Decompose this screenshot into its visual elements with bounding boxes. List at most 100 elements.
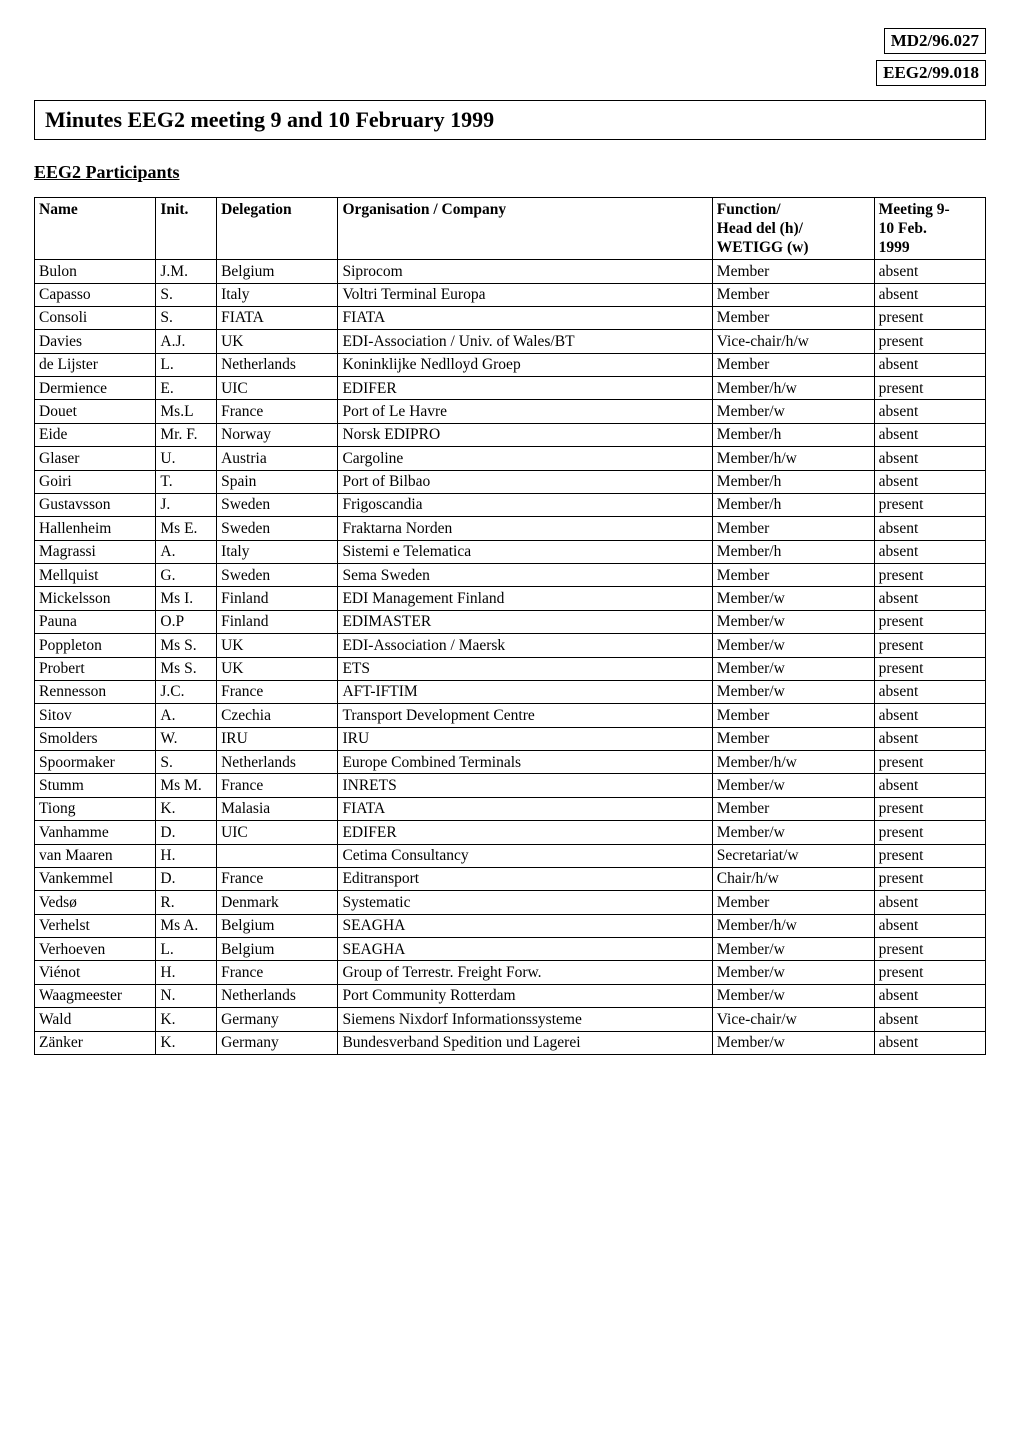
cell-function: Member xyxy=(712,283,874,306)
cell-name: Mickelsson xyxy=(35,587,156,610)
cell-meeting: present xyxy=(874,844,985,867)
col-header-organisation-text: Organisation / Company xyxy=(342,201,506,218)
table-row: VankemmelD.FranceEditransportChair/h/wpr… xyxy=(35,867,986,890)
table-row: ViénotH.FranceGroup of Terrestr. Freight… xyxy=(35,961,986,984)
table-row: ProbertMs S.UKETSMember/wpresent xyxy=(35,657,986,680)
col-header-function-line1: Function/ xyxy=(717,201,781,218)
table-row: SitovA.CzechiaTransport Development Cent… xyxy=(35,704,986,727)
cell-name: Poppleton xyxy=(35,634,156,657)
cell-name: Vedsø xyxy=(35,891,156,914)
cell-delegation: Netherlands xyxy=(217,984,338,1007)
cell-delegation: France xyxy=(217,400,338,423)
table-row: BulonJ.M.BelgiumSiprocomMemberabsent xyxy=(35,260,986,283)
cell-name: Magrassi xyxy=(35,540,156,563)
cell-meeting: present xyxy=(874,610,985,633)
cell-init: N. xyxy=(156,984,217,1007)
cell-init: W. xyxy=(156,727,217,750)
cell-meeting: absent xyxy=(874,353,985,376)
cell-organisation: INRETS xyxy=(338,774,712,797)
cell-function: Member/w xyxy=(712,984,874,1007)
cell-delegation: Finland xyxy=(217,587,338,610)
table-row: RennessonJ.C.FranceAFT-IFTIMMember/wabse… xyxy=(35,680,986,703)
cell-init: O.P xyxy=(156,610,217,633)
cell-organisation: Bundesverband Spedition und Lagerei xyxy=(338,1031,712,1054)
cell-organisation: EDIFER xyxy=(338,821,712,844)
cell-init: A. xyxy=(156,704,217,727)
cell-organisation: Sema Sweden xyxy=(338,564,712,587)
cell-meeting: present xyxy=(874,797,985,820)
cell-name: Vankemmel xyxy=(35,867,156,890)
cell-name: Goiri xyxy=(35,470,156,493)
table-row: PaunaO.PFinlandEDIMASTERMember/wpresent xyxy=(35,610,986,633)
cell-name: Waagmeester xyxy=(35,984,156,1007)
cell-delegation: Netherlands xyxy=(217,751,338,774)
cell-organisation: Cetima Consultancy xyxy=(338,844,712,867)
cell-organisation: Norsk EDIPRO xyxy=(338,423,712,446)
cell-organisation: IRU xyxy=(338,727,712,750)
cell-meeting: present xyxy=(874,564,985,587)
table-row: DermienceE.UICEDIFERMember/h/wpresent xyxy=(35,377,986,400)
cell-init: J.C. xyxy=(156,680,217,703)
cell-init: J. xyxy=(156,493,217,516)
cell-organisation: EDI-Association / Maersk xyxy=(338,634,712,657)
table-row: MickelssonMs I.FinlandEDI Management Fin… xyxy=(35,587,986,610)
col-header-name-text: Name xyxy=(39,201,78,218)
table-row: MagrassiA.ItalySistemi e TelematicaMembe… xyxy=(35,540,986,563)
cell-init: E. xyxy=(156,377,217,400)
col-header-delegation-text: Delegation xyxy=(221,201,292,218)
cell-name: Capasso xyxy=(35,283,156,306)
cell-delegation: Austria xyxy=(217,447,338,470)
col-header-meeting-line1: Meeting 9- xyxy=(879,201,950,218)
cell-meeting: absent xyxy=(874,891,985,914)
cell-name: Tiong xyxy=(35,797,156,820)
cell-meeting: absent xyxy=(874,704,985,727)
table-row: TiongK.MalasiaFIATAMemberpresent xyxy=(35,797,986,820)
table-row: WaldK.GermanySiemens Nixdorf Information… xyxy=(35,1008,986,1031)
cell-delegation: Germany xyxy=(217,1008,338,1031)
cell-name: Eide xyxy=(35,423,156,446)
participants-table-head: Name Init. Delegation Organisation / Com… xyxy=(35,198,986,260)
cell-function: Member/w xyxy=(712,938,874,961)
cell-name: Sitov xyxy=(35,704,156,727)
cell-init: D. xyxy=(156,821,217,844)
cell-delegation: Belgium xyxy=(217,938,338,961)
cell-organisation: Frigoscandia xyxy=(338,493,712,516)
cell-function: Member xyxy=(712,564,874,587)
cell-organisation: Systematic xyxy=(338,891,712,914)
table-row: VanhammeD.UICEDIFERMember/wpresent xyxy=(35,821,986,844)
cell-name: Consoli xyxy=(35,306,156,329)
cell-organisation: EDIMASTER xyxy=(338,610,712,633)
cell-function: Member/w xyxy=(712,961,874,984)
cell-organisation: FIATA xyxy=(338,797,712,820)
cell-init: H. xyxy=(156,961,217,984)
cell-name: Spoormaker xyxy=(35,751,156,774)
cell-meeting: absent xyxy=(874,1008,985,1031)
cell-meeting: absent xyxy=(874,260,985,283)
cell-delegation: Czechia xyxy=(217,704,338,727)
cell-init: T. xyxy=(156,470,217,493)
cell-init: A. xyxy=(156,540,217,563)
table-row: SmoldersW.IRUIRUMemberabsent xyxy=(35,727,986,750)
cell-function: Member xyxy=(712,797,874,820)
cell-organisation: Europe Combined Terminals xyxy=(338,751,712,774)
doc-ref-tag-1: MD2/96.027 xyxy=(884,28,986,54)
cell-delegation: UIC xyxy=(217,821,338,844)
cell-meeting: absent xyxy=(874,727,985,750)
cell-delegation: Belgium xyxy=(217,260,338,283)
cell-function: Member xyxy=(712,517,874,540)
cell-delegation: France xyxy=(217,774,338,797)
cell-name: Bulon xyxy=(35,260,156,283)
cell-meeting: present xyxy=(874,751,985,774)
cell-meeting: absent xyxy=(874,447,985,470)
cell-organisation: FIATA xyxy=(338,306,712,329)
cell-organisation: Port Community Rotterdam xyxy=(338,984,712,1007)
cell-function: Member xyxy=(712,891,874,914)
cell-name: Gustavsson xyxy=(35,493,156,516)
col-header-init: Init. xyxy=(156,198,217,260)
cell-delegation: Italy xyxy=(217,540,338,563)
col-header-function: Function/ Head del (h)/ WETIGG (w) xyxy=(712,198,874,260)
cell-delegation xyxy=(217,844,338,867)
cell-organisation: ETS xyxy=(338,657,712,680)
cell-name: Mellquist xyxy=(35,564,156,587)
cell-delegation: Germany xyxy=(217,1031,338,1054)
